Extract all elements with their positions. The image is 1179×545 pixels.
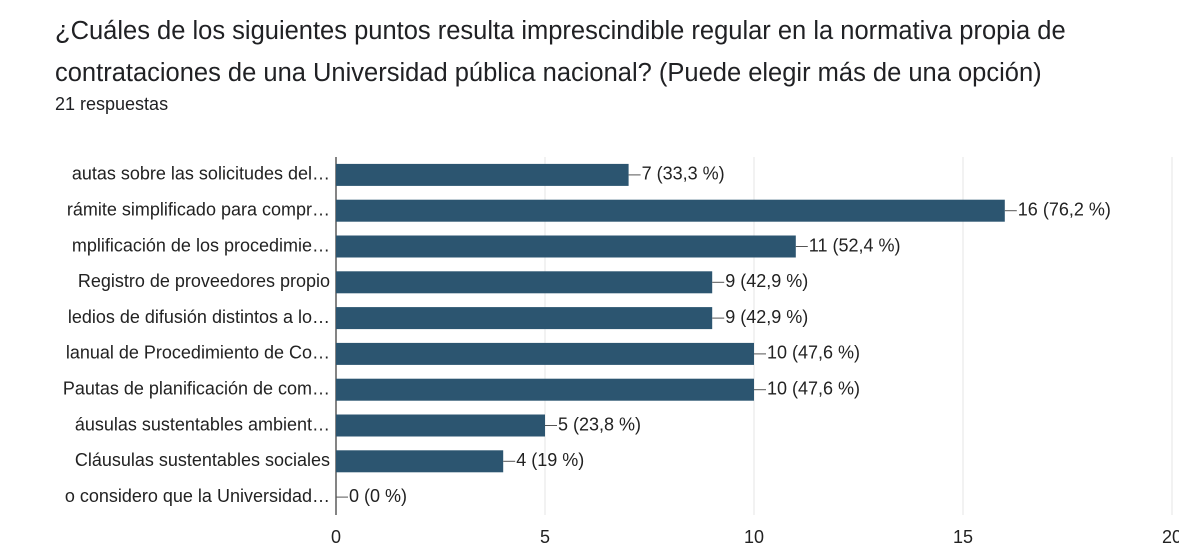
x-tick-label: 5 (540, 527, 550, 545)
y-tick-label: Registro de proveedores propio (78, 271, 330, 291)
x-tick-label: 10 (744, 527, 764, 545)
bar (336, 414, 545, 437)
data-label: 10 (47,6 %) (767, 343, 860, 363)
bar (336, 342, 754, 365)
data-label: 7 (33,3 %) (642, 164, 725, 184)
chart-subtitle: 21 respuestas (55, 94, 169, 114)
y-tick-label: rámite simplificado para compr… (67, 199, 330, 219)
y-tick-label: lanual de Procedimiento de Co… (66, 343, 330, 363)
bar (336, 378, 754, 401)
x-tick-label: 20 (1162, 527, 1179, 545)
data-label: 0 (0 %) (349, 486, 407, 506)
bar (336, 271, 713, 294)
bar (336, 163, 629, 186)
bar (336, 199, 1005, 222)
y-tick-label: o considero que la Universidad… (65, 486, 330, 506)
data-label: 9 (42,9 %) (725, 271, 808, 291)
data-label: 16 (76,2 %) (1018, 199, 1111, 219)
y-tick-label: áusulas sustentables ambient… (75, 414, 330, 434)
data-label: 11 (52,4 %) (809, 235, 901, 255)
y-tick-label: autas sobre las solicitudes del… (72, 164, 330, 184)
chart-title: ¿Cuáles de los siguientes puntos resulta… (55, 17, 1066, 87)
data-label: 4 (19 %) (516, 450, 584, 470)
x-tick-label: 15 (953, 527, 973, 545)
y-tick-label: mplificación de los procedimie… (72, 235, 330, 255)
data-label: 10 (47,6 %) (767, 378, 860, 398)
y-tick-label: ledios de difusión distintos a lo… (68, 307, 330, 327)
y-tick-label: Cláusulas sustentables sociales (75, 450, 330, 470)
x-tick-label: 0 (331, 527, 341, 545)
data-label: 5 (23,8 %) (558, 414, 641, 434)
data-label: 9 (42,9 %) (725, 307, 808, 327)
bar (336, 450, 504, 473)
bar (336, 235, 796, 258)
y-tick-label: Pautas de planificación de com… (63, 378, 330, 398)
bar (336, 307, 713, 330)
